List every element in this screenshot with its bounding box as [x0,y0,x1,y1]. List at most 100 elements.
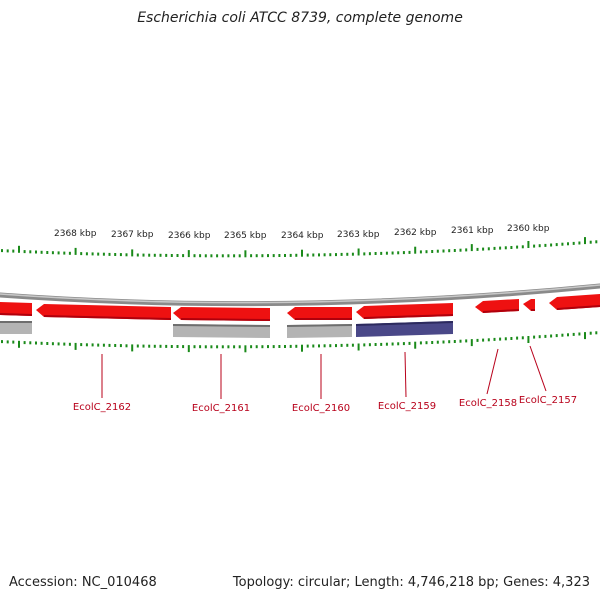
tick-minor [510,246,513,249]
tick-major [527,336,530,343]
tick-minor [578,332,581,336]
tick-minor [250,254,253,258]
tick-minor [255,345,258,349]
tick-minor [368,343,371,347]
tick-minor [57,342,60,346]
tick-minor [23,341,26,345]
tick-minor [550,334,553,338]
tick-minor [153,344,156,348]
scale-label: 2360 kbp [507,224,550,234]
tick-minor [436,249,439,253]
tick-minor [165,344,168,348]
tick-minor [227,345,230,349]
tick-minor [487,247,490,251]
tick-minor [499,337,502,341]
tick-minor [85,252,88,256]
tick-minor [329,344,332,348]
tick-minor [97,343,100,347]
gene-label[interactable]: EcolC_2160 [292,403,350,414]
gene-label[interactable]: EcolC_2158 [459,398,517,409]
tick-minor [351,343,354,347]
tick-minor [380,251,383,255]
tick-minor [221,254,224,258]
tick-minor [80,343,83,347]
tick-minor [521,336,524,340]
tick-minor [459,248,462,252]
tick-minor [51,251,54,255]
tick-minor [459,339,462,343]
tick-minor [176,345,179,348]
tick-minor [119,253,122,257]
tick-minor [346,252,349,256]
map-title: Escherichia coli ATCC 8739, complete gen… [137,10,463,26]
tick-minor [402,251,405,255]
gene-label[interactable]: EcolC_2162 [73,402,131,413]
tick-major [244,250,247,258]
tick-minor [204,345,207,349]
tick-minor [227,254,230,258]
tick-minor [46,251,49,254]
tick-minor [567,333,569,337]
gene-arrow-EcolC_2157[interactable] [523,299,535,311]
gene-label[interactable]: EcolC_2159 [378,401,436,412]
tick-minor [221,345,224,349]
tick-minor [448,249,451,253]
tick-minor [6,340,9,344]
tick-minor [142,253,145,257]
tick-minor [442,249,445,253]
tick-minor [199,345,202,349]
tick-minor [216,345,219,349]
tick-minor [80,252,83,256]
cds-bar[interactable] [0,321,32,334]
tick-major [244,345,247,353]
scale-label: 2368 kbp [54,229,97,239]
tick-minor [68,342,71,346]
scale-label: 2364 kbp [281,231,324,241]
scale-label: 2367 kbp [111,230,154,240]
callout-line [486,348,499,395]
tick-minor [233,345,236,349]
tick-minor [306,253,309,257]
tick-minor [533,244,536,248]
cds-bar[interactable] [287,324,352,338]
cds-bar[interactable] [173,324,270,338]
tick-minor [453,340,456,343]
tick-minor [35,250,37,254]
tick-minor [374,252,377,255]
gene-arrow-EcolC_2163[interactable] [0,302,32,316]
tick-minor [335,253,337,257]
tick-minor [425,250,428,254]
tick-major [187,345,190,353]
tick-minor [397,251,400,255]
tick-minor [57,251,60,255]
gene-arrow-EcolC_2158[interactable] [475,299,519,313]
tick-minor [1,249,3,253]
tick-minor [340,252,343,256]
tick-minor [278,345,281,348]
tick-minor [102,343,105,347]
gene-arrow-EcolC_2160[interactable] [287,307,352,320]
tick-row-top [1,237,598,258]
tick-minor [561,333,564,337]
tick-minor [125,253,128,257]
tick-minor [572,332,575,336]
callout-line [529,345,547,392]
tick-minor [170,345,173,348]
scale-label: 2365 kbp [224,231,267,241]
gene-labels: EcolC_2162 EcolC_2161 EcolC_2160 EcolC_2… [73,395,577,414]
tick-minor [510,337,513,340]
gene-arrow-EcolC_2161[interactable] [173,307,270,321]
gene-label[interactable]: EcolC_2161 [192,403,250,414]
gene-label[interactable]: EcolC_2157 [519,395,577,406]
tick-minor [391,251,394,255]
tick-minor [482,247,485,251]
tick-minor [419,250,422,254]
tick-minor [148,344,151,348]
tick-minor [267,254,269,258]
tick-minor [306,344,309,348]
cds-features [0,321,453,338]
tick-minor [436,340,439,344]
scale-label: 2366 kbp [168,231,211,241]
scale-label: 2363 kbp [337,230,380,240]
tick-minor [408,341,411,345]
